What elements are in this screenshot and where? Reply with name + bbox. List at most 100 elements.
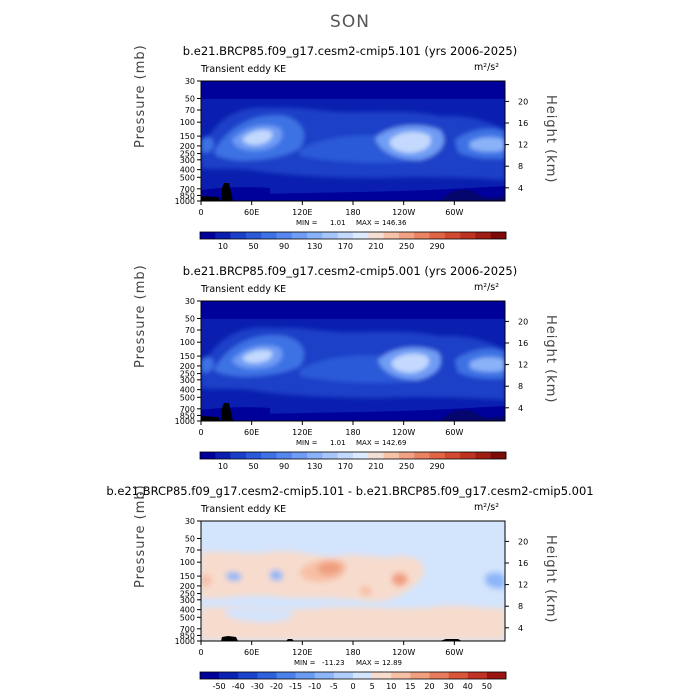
y-tick-label: 150 bbox=[180, 572, 195, 581]
colorbar-swatch bbox=[245, 452, 262, 459]
panel-2-title: b.e21.BRCP85.f09_g17.cesm2-cmip5.001 (yr… bbox=[182, 264, 518, 278]
colorbar-swatch bbox=[448, 672, 469, 679]
x-tick-label: 60E bbox=[244, 428, 259, 437]
colorbar-swatch bbox=[245, 232, 262, 239]
colorbar-swatch bbox=[475, 232, 491, 239]
panel-3-min-value: -11.23 bbox=[322, 659, 345, 667]
colorbar-swatch bbox=[398, 452, 415, 459]
colorbar-swatch bbox=[467, 672, 488, 679]
colorbar-swatch bbox=[475, 452, 491, 459]
y-tick-label: 400 bbox=[180, 386, 195, 395]
panel-1-field bbox=[201, 81, 505, 201]
y2-tick-label: 20 bbox=[518, 97, 528, 106]
colorbar-swatch bbox=[383, 232, 400, 239]
colorbar-swatch bbox=[295, 672, 316, 679]
colorbar-label: -15 bbox=[289, 682, 302, 691]
colorbar-label: 210 bbox=[368, 242, 383, 251]
y-tick-label: 100 bbox=[180, 118, 195, 127]
colorbar-swatch bbox=[261, 452, 277, 459]
colorbar-frame bbox=[199, 671, 507, 680]
y-tick-label: 100 bbox=[180, 558, 195, 567]
colorbar-label: 30 bbox=[444, 682, 454, 691]
colorbar-swatch bbox=[230, 452, 247, 459]
colorbar-swatch bbox=[200, 232, 216, 239]
x-tick-label: 60W bbox=[445, 648, 463, 657]
figure-title: SON bbox=[330, 12, 370, 32]
y-tick-label: 400 bbox=[180, 166, 195, 175]
colorbar-swatch bbox=[460, 232, 476, 239]
colorbar-swatch bbox=[337, 232, 354, 239]
panel-2-min-value: 1.01 bbox=[330, 439, 346, 447]
colorbar-swatch bbox=[398, 232, 415, 239]
x-tick-label: 0 bbox=[198, 428, 203, 437]
panel-2-units: m²/s² bbox=[474, 282, 500, 293]
panel-3-field bbox=[201, 521, 505, 641]
panel-1-units: m²/s² bbox=[474, 62, 500, 73]
panel-3-ylabel: Pressure (mb) bbox=[133, 484, 148, 588]
panel-1-y2label: Height (km) bbox=[543, 95, 558, 184]
colorbar-swatch bbox=[307, 452, 323, 459]
y2-tick-label: 12 bbox=[518, 141, 528, 150]
colorbar-label: 290 bbox=[430, 242, 445, 251]
panel-2-min-label: MIN = bbox=[296, 439, 318, 447]
panel-1-min-value: 1.01 bbox=[330, 219, 346, 227]
panel-3-units: m²/s² bbox=[474, 502, 500, 513]
y-tick-label: 70 bbox=[185, 546, 195, 555]
y2-tick-label: 4 bbox=[518, 404, 523, 413]
colorbar-swatch bbox=[486, 672, 507, 679]
y-tick-label: 50 bbox=[185, 314, 195, 323]
y-tick-label: 250 bbox=[180, 370, 195, 379]
x-tick-label: 60E bbox=[244, 208, 259, 217]
colorbar-frame bbox=[199, 451, 507, 460]
y-tick-label: 70 bbox=[185, 106, 195, 115]
panel-1-max-label: MAX = 146.36 bbox=[356, 219, 407, 227]
panel-1-variable: Transient eddy KE bbox=[201, 64, 287, 75]
y2-tick-label: 4 bbox=[518, 624, 523, 633]
y2-tick-label: 12 bbox=[518, 361, 528, 370]
colorbar-label: 40 bbox=[463, 682, 473, 691]
colorbar-label: 5 bbox=[370, 682, 375, 691]
colorbar-swatch bbox=[276, 452, 293, 459]
x-tick-label: 60W bbox=[445, 208, 463, 217]
y-tick-label: 70 bbox=[185, 326, 195, 335]
x-tick-label: 120E bbox=[292, 648, 312, 657]
y-tick-label: 500 bbox=[180, 393, 195, 402]
x-tick-label: 0 bbox=[198, 208, 203, 217]
panel-1-min-label: MIN = bbox=[296, 219, 318, 227]
colorbar-label: 90 bbox=[279, 242, 289, 251]
y-tick-label: 400 bbox=[180, 606, 195, 615]
colorbar-swatch bbox=[368, 452, 384, 459]
panel-2-y2label: Height (km) bbox=[543, 315, 558, 404]
colorbar-swatch bbox=[322, 452, 338, 459]
y2-tick-label: 20 bbox=[518, 317, 528, 326]
y-tick-label: 250 bbox=[180, 590, 195, 599]
colorbar-swatch bbox=[490, 452, 507, 459]
y-tick-label: 500 bbox=[180, 613, 195, 622]
colorbar-frame bbox=[199, 231, 507, 240]
x-tick-label: 60E bbox=[244, 648, 259, 657]
y-tick-label: 700 bbox=[180, 625, 195, 634]
colorbar-label: 170 bbox=[338, 242, 353, 251]
y2-tick-label: 20 bbox=[518, 537, 528, 546]
y2-tick-label: 4 bbox=[518, 184, 523, 193]
colorbar-swatch bbox=[391, 672, 411, 679]
x-tick-label: 120W bbox=[392, 208, 415, 217]
y-tick-label: 1000 bbox=[175, 637, 195, 646]
y-tick-label: 150 bbox=[180, 352, 195, 361]
x-tick-label: 180 bbox=[345, 648, 360, 657]
colorbar-label: -40 bbox=[232, 682, 245, 691]
colorbar-swatch bbox=[414, 452, 430, 459]
colorbar-swatch bbox=[353, 452, 369, 459]
colorbar-label: 250 bbox=[399, 462, 414, 471]
y-tick-label: 250 bbox=[180, 150, 195, 159]
y2-tick-label: 16 bbox=[518, 559, 528, 568]
colorbar-label: 10 bbox=[218, 242, 228, 251]
colorbar-swatch bbox=[368, 232, 384, 239]
y-tick-label: 300 bbox=[180, 376, 195, 385]
colorbar-swatch bbox=[291, 232, 308, 239]
colorbar-label: 290 bbox=[430, 462, 445, 471]
panel-3-y2label: Height (km) bbox=[543, 535, 558, 624]
colorbar-swatch bbox=[215, 452, 231, 459]
colorbar-swatch bbox=[238, 672, 258, 679]
colorbar-label: 0 bbox=[350, 682, 355, 691]
